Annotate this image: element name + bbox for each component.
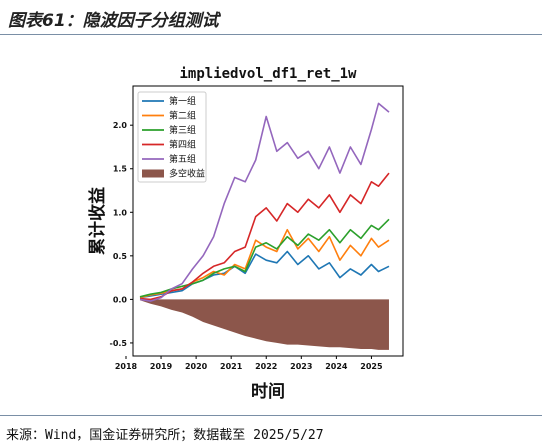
x-tick-label: 2024 — [325, 362, 348, 371]
series-line-4 — [139, 172, 390, 301]
y-tick-label: 2.0 — [113, 121, 128, 130]
y-tick-label: 0.0 — [113, 295, 128, 304]
legend-label: 第一组 — [169, 95, 196, 107]
series-line-3 — [139, 218, 390, 298]
x-tick-label: 2021 — [220, 362, 243, 371]
x-tick-label: 2020 — [185, 362, 208, 371]
x-axis-label: 时间 — [251, 381, 285, 402]
area-layer — [140, 299, 389, 350]
legend-label: 第二组 — [169, 110, 196, 122]
bottom-divider — [0, 415, 542, 416]
y-tick-label: -0.5 — [110, 339, 128, 348]
y-tick-label: 1.0 — [113, 208, 128, 217]
x-tick-label: 2019 — [150, 362, 173, 371]
x-ticks: 2018 2019 2020 2021 2022 2023 2024 2025 — [115, 356, 383, 371]
top-divider — [0, 34, 542, 35]
y-tick-label: 1.5 — [113, 165, 128, 174]
y-axis-label: 累计收益 — [87, 187, 108, 255]
legend-swatch — [142, 169, 164, 178]
x-tick-label: 2023 — [290, 362, 312, 371]
legend-label: 第三组 — [169, 124, 196, 136]
y-ticks: -0.5 0.0 0.5 1.0 1.5 2.0 — [110, 121, 133, 348]
legend-label: 多空收益 — [169, 168, 205, 180]
chart: 2018 2019 2020 2021 2022 2023 2024 2025 -0.5 0.0… — [87, 66, 404, 402]
figure-title: 图表61：隐波因子分组测试 — [8, 11, 219, 31]
source-note: 来源：Wind，国金证券研究所；数据截至 2025/5/27 — [6, 428, 324, 443]
lines-layer — [139, 102, 390, 302]
y-tick-label: 0.5 — [113, 252, 128, 261]
legend-label: 第四组 — [169, 139, 196, 151]
series-area-long-short — [140, 299, 389, 350]
chart-title: impliedvol_df1_ret_1w — [179, 66, 357, 82]
series-line-1 — [139, 250, 390, 299]
x-tick-label: 2025 — [360, 362, 383, 371]
plot-frame — [132, 85, 404, 357]
x-tick-label: 2022 — [255, 362, 277, 371]
x-tick-label: 2018 — [115, 362, 138, 371]
legend-label: 第五组 — [169, 153, 196, 165]
series-line-5 — [139, 102, 390, 302]
